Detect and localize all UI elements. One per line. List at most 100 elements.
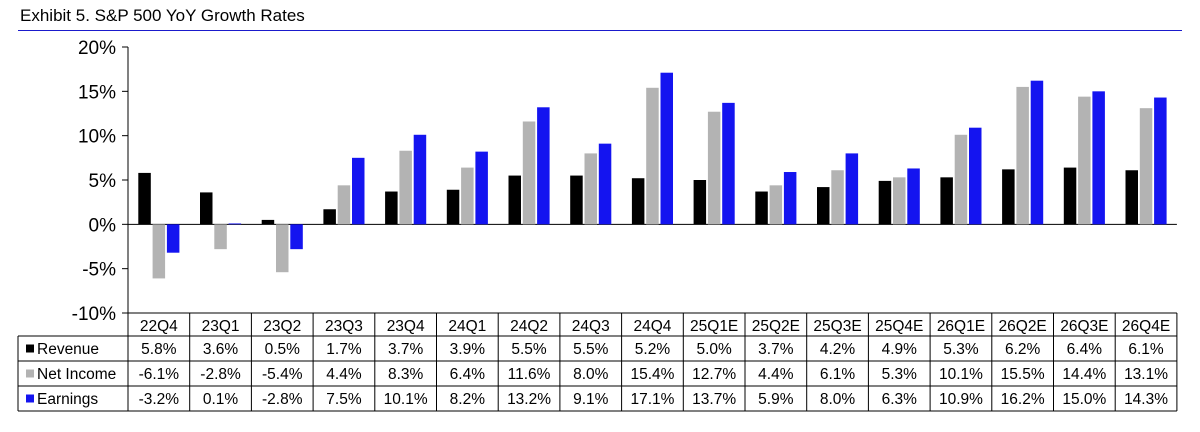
bar-earnings xyxy=(969,127,982,225)
data-label: 10.1% xyxy=(384,391,428,408)
bar-net-income xyxy=(214,224,227,250)
bar-revenue xyxy=(878,180,892,225)
bar-revenue xyxy=(200,192,213,225)
bar-net-income xyxy=(893,177,906,225)
bar-earnings xyxy=(1030,80,1044,225)
bar-earnings xyxy=(722,102,735,225)
bar-revenue xyxy=(385,191,398,225)
data-label: -3.2% xyxy=(139,391,180,408)
bar-net-income xyxy=(584,153,597,225)
legend-swatch-revenue xyxy=(26,344,34,353)
bar-earnings xyxy=(598,143,612,225)
data-label: 13.1% xyxy=(1124,366,1168,383)
data-label: 14.4% xyxy=(1062,366,1106,383)
legend-swatch-net-income xyxy=(26,369,34,378)
bar-earnings xyxy=(166,224,180,253)
bar-revenue xyxy=(1063,167,1077,225)
bar-revenue xyxy=(940,177,953,225)
y-tick-label: 5% xyxy=(89,171,117,192)
x-tick-label: 26Q2E xyxy=(999,318,1047,335)
data-label: 8.2% xyxy=(450,391,486,408)
bar-earnings xyxy=(783,172,797,225)
bar-revenue xyxy=(693,180,707,225)
bar-net-income xyxy=(707,111,721,225)
data-label: 0.5% xyxy=(265,341,301,358)
data-label: 6.3% xyxy=(882,391,918,408)
bar-revenue xyxy=(817,187,830,225)
x-tick-label: 24Q1 xyxy=(448,318,486,335)
data-label: 5.0% xyxy=(696,341,732,358)
data-label: 6.1% xyxy=(820,366,856,383)
bar-revenue xyxy=(1125,170,1138,225)
bar-earnings xyxy=(1154,97,1167,225)
bar-earnings xyxy=(413,134,427,225)
data-label: 12.7% xyxy=(692,366,736,383)
bar-earnings xyxy=(352,157,365,225)
bar-revenue xyxy=(570,175,583,225)
bar-revenue xyxy=(323,209,336,225)
data-label: 10.1% xyxy=(939,366,983,383)
bar-earnings xyxy=(228,223,242,225)
data-label: 10.9% xyxy=(939,391,983,408)
data-label: 16.2% xyxy=(1001,391,1045,408)
bar-net-income xyxy=(1078,96,1091,225)
bar-revenue xyxy=(261,219,275,225)
data-label: 5.9% xyxy=(758,391,794,408)
data-label: 17.1% xyxy=(630,391,674,408)
data-label: 8.0% xyxy=(820,391,856,408)
data-label: 9.1% xyxy=(573,391,609,408)
bar-earnings xyxy=(475,151,488,225)
bar-earnings xyxy=(845,153,859,225)
data-label: 4.9% xyxy=(882,341,918,358)
bar-revenue xyxy=(138,172,151,225)
x-tick-label: 22Q4 xyxy=(140,318,178,335)
data-label: 8.0% xyxy=(573,366,609,383)
bar-net-income xyxy=(769,185,783,225)
x-tick-label: 24Q3 xyxy=(572,318,610,335)
data-label: 13.2% xyxy=(507,391,551,408)
x-tick-label: 23Q3 xyxy=(325,318,363,335)
x-tick-label: 24Q2 xyxy=(510,318,548,335)
data-label: 6.2% xyxy=(1005,341,1041,358)
x-tick-label: 23Q2 xyxy=(263,318,301,335)
y-tick-label: -10% xyxy=(72,304,116,325)
data-label: -2.8% xyxy=(262,391,303,408)
legend-label-net-income: Net Income xyxy=(37,366,116,383)
bar-earnings xyxy=(660,72,673,225)
chart-title: Exhibit 5. S&P 500 YoY Growth Rates xyxy=(20,6,305,25)
y-tick-label: -5% xyxy=(82,260,116,281)
bar-net-income xyxy=(461,167,474,225)
title-rule xyxy=(18,30,1182,31)
bar-earnings xyxy=(290,224,303,250)
bar-net-income xyxy=(831,170,844,225)
data-label: 3.7% xyxy=(388,341,424,358)
bar-revenue xyxy=(446,189,460,225)
data-label: 5.5% xyxy=(511,341,547,358)
data-label: -2.8% xyxy=(200,366,241,383)
data-label: 15.4% xyxy=(630,366,674,383)
data-label: 5.2% xyxy=(635,341,671,358)
bar-revenue xyxy=(508,175,521,225)
legend-label-earnings: Earnings xyxy=(37,391,98,408)
bar-net-income xyxy=(954,134,968,225)
data-label: 1.7% xyxy=(326,341,362,358)
bar-earnings xyxy=(1092,91,1105,225)
data-label: 5.3% xyxy=(882,366,918,383)
data-label: 4.4% xyxy=(758,366,794,383)
data-label: 4.2% xyxy=(820,341,856,358)
x-tick-label: 25Q4E xyxy=(875,318,923,335)
x-tick-label: 25Q1E xyxy=(690,318,738,335)
y-tick-label: 10% xyxy=(78,127,116,148)
x-tick-label: 25Q2E xyxy=(752,318,800,335)
data-label: 5.3% xyxy=(943,341,979,358)
data-label: 15.0% xyxy=(1062,391,1106,408)
data-label: 0.1% xyxy=(203,391,239,408)
bar-net-income xyxy=(337,185,351,225)
data-label: 5.5% xyxy=(573,341,609,358)
data-label: 3.7% xyxy=(758,341,794,358)
bar-net-income xyxy=(522,121,536,225)
data-label: 6.4% xyxy=(1067,341,1103,358)
x-tick-label: 24Q4 xyxy=(633,318,671,335)
data-label: 15.5% xyxy=(1001,366,1045,383)
